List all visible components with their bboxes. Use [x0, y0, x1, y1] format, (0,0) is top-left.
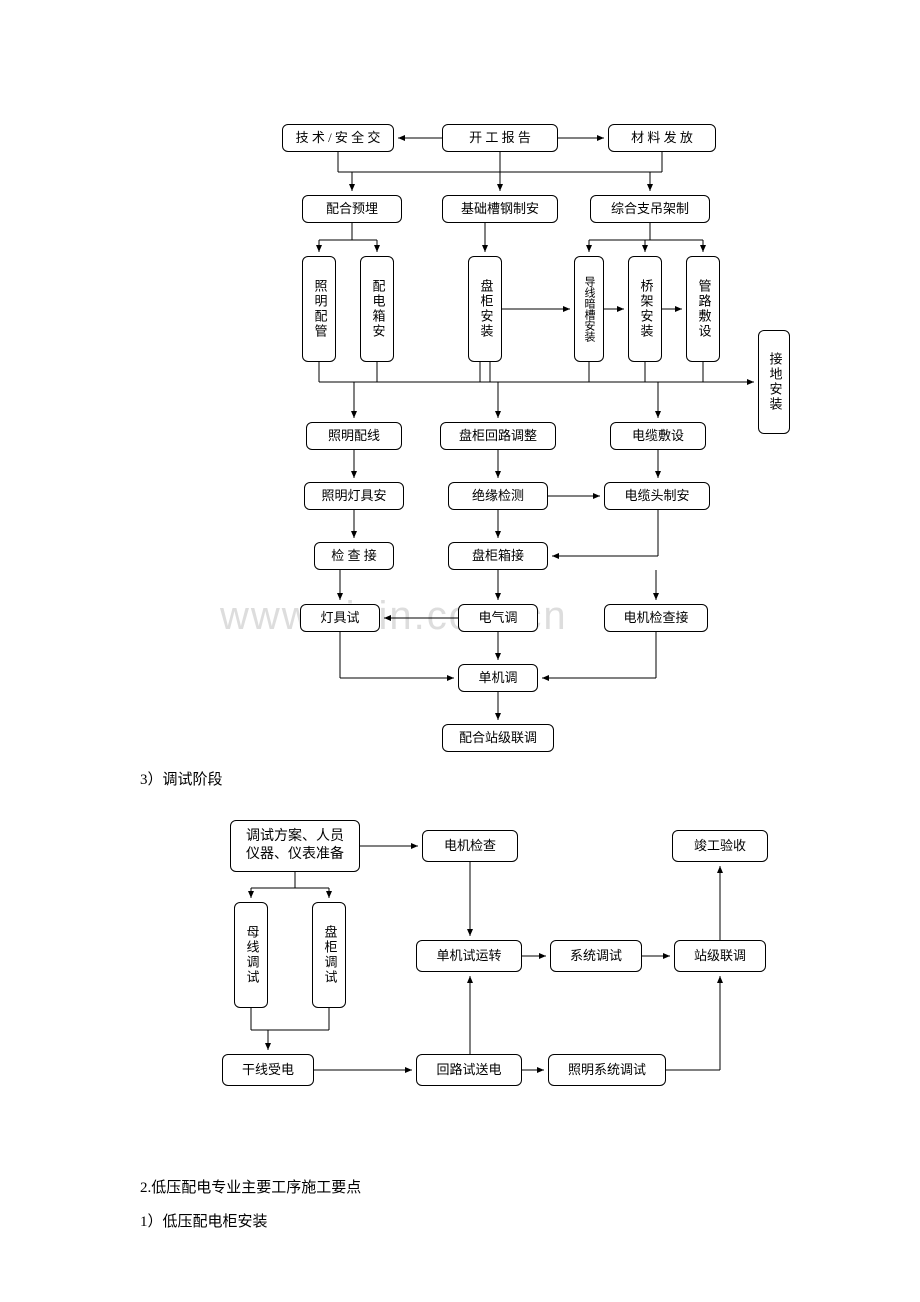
- node-elec-adjust: 电气调: [458, 604, 538, 632]
- node-dry-line: 干线受电: [222, 1054, 314, 1086]
- node-dist-box: 配电箱安: [360, 256, 394, 362]
- node-tech-safety: 技 术 / 安 全 交: [282, 124, 394, 152]
- node-support-frame: 综合支吊架制: [590, 195, 710, 223]
- node-light-wiring: 照明配线: [306, 422, 402, 450]
- section2-heading: 2.低压配电专业主要工序施工要点: [140, 1176, 361, 1197]
- node-insulation: 绝缘检测: [448, 482, 548, 510]
- node-grounding: 接地安装: [758, 330, 790, 434]
- node-cabinet-debug: 盘柜调试: [312, 902, 346, 1008]
- node-busbar-debug: 母线调试: [234, 902, 268, 1008]
- node-station-joint2: 站级联调: [674, 940, 766, 972]
- node-material: 材 料 发 放: [608, 124, 716, 152]
- node-cabinet-install: 盘柜安装: [468, 256, 502, 362]
- node-bridge: 桥架安装: [628, 256, 662, 362]
- node-wireelec: 导线暗槽安装: [574, 256, 604, 362]
- node-light-system: 照明系统调试: [548, 1054, 666, 1086]
- node-system-debug: 系统调试: [550, 940, 642, 972]
- subsection1-heading: 1）低压配电柜安装: [140, 1210, 268, 1231]
- node-cabinet-connect: 盘柜箱接: [448, 542, 548, 570]
- node-cable-lay: 电缆敷设: [610, 422, 706, 450]
- node-single-adjust: 单机调: [458, 664, 538, 692]
- node-debug-plan: 调试方案、人员 仪器、仪表准备: [230, 820, 360, 872]
- node-start-report: 开 工 报 告: [442, 124, 558, 152]
- node-channel-steel: 基础槽钢制安: [442, 195, 558, 223]
- node-cabinet-adjust: 盘柜回路调整: [440, 422, 556, 450]
- node-completion: 竣工验收: [672, 830, 768, 862]
- node-coop-embed: 配合预埋: [302, 195, 402, 223]
- node-station-joint: 配合站级联调: [442, 724, 554, 752]
- node-single-test: 单机试运转: [416, 940, 522, 972]
- node-motor-inspect: 电机检查: [422, 830, 518, 862]
- node-light-pipe: 照明配管: [302, 256, 336, 362]
- node-loop-test: 回路试送电: [416, 1054, 522, 1086]
- node-light-test: 灯具试: [300, 604, 380, 632]
- node-light-fixture: 照明灯具安: [304, 482, 404, 510]
- section3-heading: 3）调试阶段: [140, 768, 223, 789]
- node-pipe-lay: 管路敷设: [686, 256, 720, 362]
- node-cable-head: 电缆头制安: [604, 482, 710, 510]
- node-motor-check: 电机检查接: [604, 604, 708, 632]
- node-inspect: 检 查 接: [314, 542, 394, 570]
